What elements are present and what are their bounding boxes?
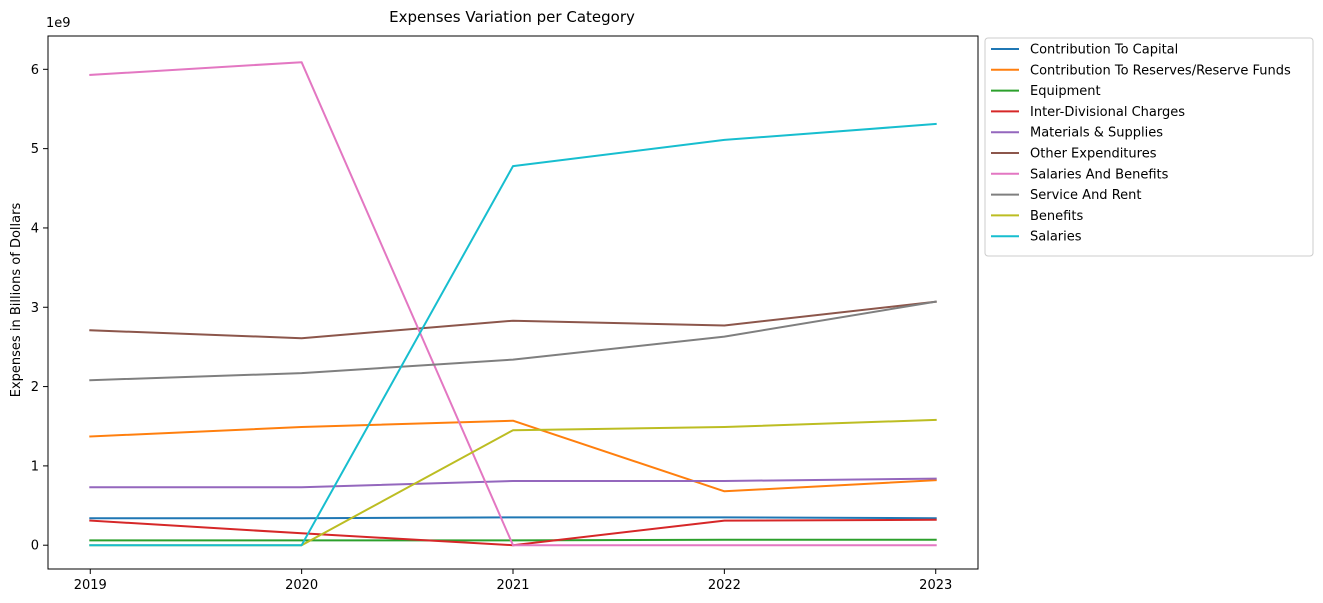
legend-label-inter-divisional-charges: Inter-Divisional Charges [1030,105,1185,120]
x-tick-label: 2022 [708,578,741,593]
legend-label-materials-supplies: Materials & Supplies [1030,126,1163,141]
y-axis-label: Expenses in Billions of Dollars [9,203,24,398]
y-tick-label: 2 [31,380,39,395]
series-line-equipment [89,538,937,542]
x-tick-label: 2023 [919,578,952,593]
y-axis-ticks: 0 1 2 3 4 5 6 [31,63,48,554]
y-tick-label: 0 [31,539,39,554]
y-tick-label: 5 [31,142,39,157]
y-tick-label: 4 [31,221,39,236]
plot-frame [47,35,979,570]
x-axis-ticks: 2019 2020 2021 2022 2023 [74,569,952,593]
series-line-contribution-to-reserves-reserve-funds [89,419,937,493]
chart-title: Expenses Variation per Category [389,8,635,26]
series-line-other-expenditures [89,300,937,340]
legend-label-salaries-and-benefits: Salaries And Benefits [1030,167,1169,182]
series-line-service-and-rent [89,300,937,382]
y-tick-label: 6 [31,63,39,78]
series-line-contribution-to-capital [89,516,937,520]
legend-box [984,37,1314,257]
legend-label-benefits: Benefits [1030,209,1083,224]
series-layer [89,61,937,547]
legend-label-other-expenditures: Other Expenditures [1030,147,1157,162]
legend-label-service-and-rent: Service And Rent [1030,188,1141,203]
legend-label-salaries: Salaries [1030,230,1082,245]
legend-label-contribution-to-reserves-reserve-funds: Contribution To Reserves/Reserve Funds [1030,63,1291,78]
y-tick-label: 3 [31,301,39,316]
legend: Contribution To Capital Contribution To R… [984,37,1314,257]
legend-label-equipment: Equipment [1030,84,1101,99]
series-line-benefits [89,418,937,547]
y-tick-label: 1 [31,459,39,474]
series-line-materials-supplies [89,477,937,489]
legend-label-contribution-to-capital: Contribution To Capital [1030,43,1178,58]
series-line-salaries-and-benefits [89,61,937,547]
series-line-salaries [89,122,937,547]
x-tick-label: 2019 [74,578,107,593]
x-tick-label: 2021 [496,578,529,593]
x-tick-label: 2020 [285,578,318,593]
y-scale-note: 1e9 [46,16,71,31]
